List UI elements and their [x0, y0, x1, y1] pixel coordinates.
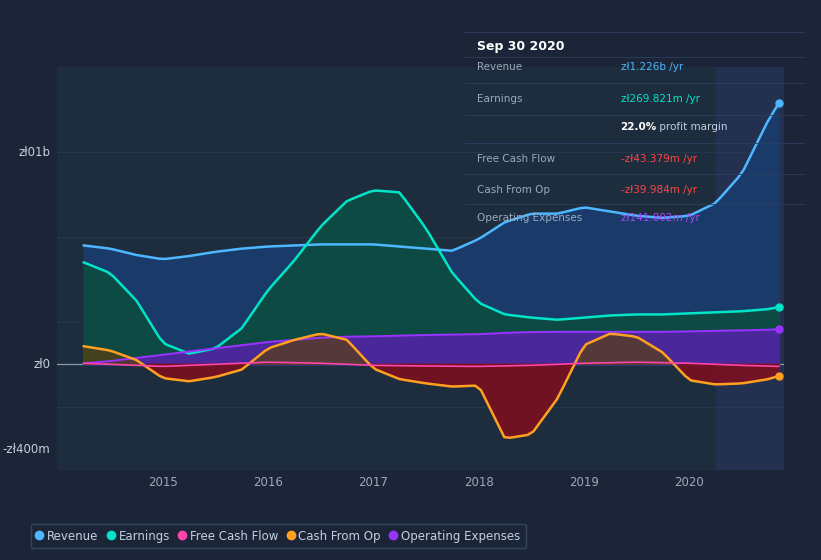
Text: Operating Expenses: Operating Expenses: [478, 213, 583, 223]
Text: zł0: zł0: [33, 358, 50, 371]
Text: -zł43.379m /yr: -zł43.379m /yr: [621, 155, 697, 165]
Text: Revenue: Revenue: [478, 62, 523, 72]
Text: -zł400m: -zł400m: [2, 442, 50, 456]
Text: zł1.226b /yr: zł1.226b /yr: [621, 62, 683, 72]
Text: zł01b: zł01b: [18, 146, 50, 158]
Text: zł269.821m /yr: zł269.821m /yr: [621, 94, 699, 104]
Text: Sep 30 2020: Sep 30 2020: [478, 40, 565, 53]
Text: Cash From Op: Cash From Op: [478, 185, 551, 195]
Legend: Revenue, Earnings, Free Cash Flow, Cash From Op, Operating Expenses: Revenue, Earnings, Free Cash Flow, Cash …: [30, 524, 526, 548]
Text: -zł39.984m /yr: -zł39.984m /yr: [621, 185, 697, 195]
Bar: [716, 67, 795, 470]
Text: 22.0%: 22.0%: [621, 122, 657, 132]
Text: zł141.802m /yr: zł141.802m /yr: [621, 213, 699, 223]
Text: Earnings: Earnings: [478, 94, 523, 104]
Text: profit margin: profit margin: [656, 122, 728, 132]
Text: Free Cash Flow: Free Cash Flow: [478, 155, 556, 165]
